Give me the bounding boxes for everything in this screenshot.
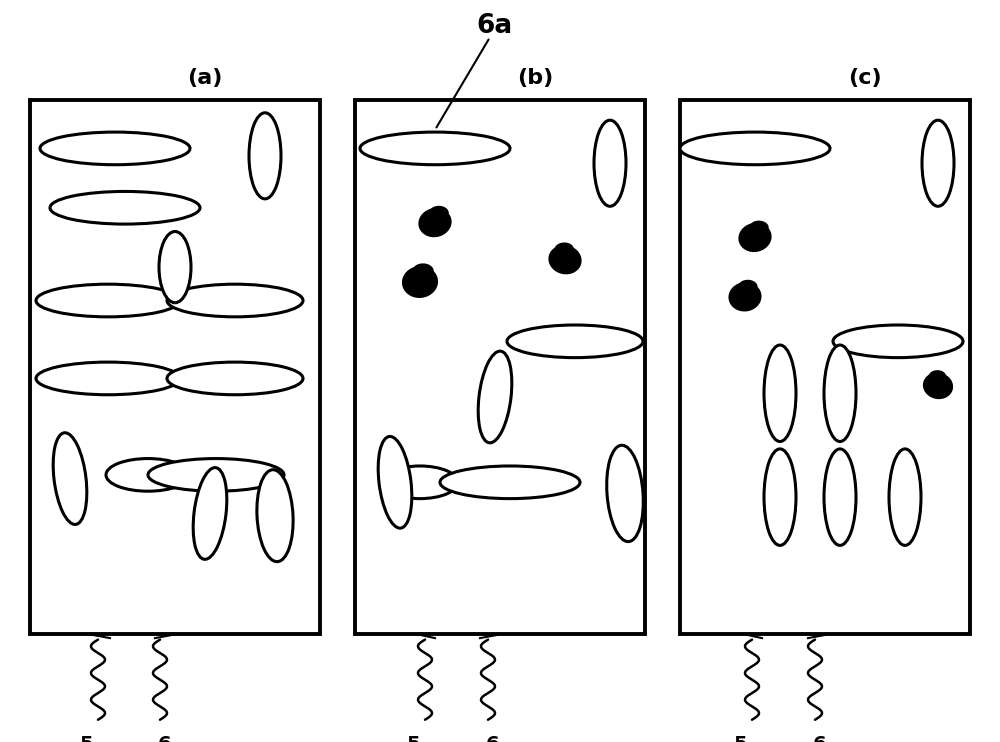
Polygon shape: [738, 280, 758, 293]
Ellipse shape: [36, 284, 180, 317]
Ellipse shape: [764, 345, 796, 441]
Text: 5: 5: [79, 735, 93, 742]
Ellipse shape: [148, 459, 284, 491]
Ellipse shape: [478, 351, 512, 443]
Ellipse shape: [167, 362, 303, 395]
Text: (c): (c): [848, 68, 882, 88]
Ellipse shape: [680, 132, 830, 165]
Text: 6: 6: [158, 735, 172, 742]
Text: 6: 6: [813, 735, 827, 742]
Ellipse shape: [106, 459, 190, 491]
Polygon shape: [738, 223, 772, 252]
Ellipse shape: [36, 362, 180, 395]
Polygon shape: [555, 243, 574, 256]
Bar: [30, 100, 320, 634]
Polygon shape: [413, 263, 434, 278]
Bar: [680, 100, 970, 634]
Polygon shape: [728, 282, 762, 312]
Ellipse shape: [159, 232, 191, 303]
Polygon shape: [923, 372, 953, 399]
Polygon shape: [429, 206, 449, 220]
Ellipse shape: [257, 470, 293, 562]
Ellipse shape: [594, 120, 626, 206]
Ellipse shape: [440, 466, 580, 499]
Ellipse shape: [360, 132, 510, 165]
Polygon shape: [749, 220, 769, 234]
Ellipse shape: [833, 325, 963, 358]
Text: (b): (b): [517, 68, 553, 88]
Ellipse shape: [40, 132, 190, 165]
Ellipse shape: [378, 436, 412, 528]
Ellipse shape: [193, 467, 227, 559]
Text: 5: 5: [733, 735, 747, 742]
Ellipse shape: [249, 113, 281, 199]
Ellipse shape: [382, 466, 458, 499]
Text: 5: 5: [406, 735, 420, 742]
Ellipse shape: [764, 449, 796, 545]
Ellipse shape: [889, 449, 921, 545]
Polygon shape: [402, 266, 438, 298]
Text: 6: 6: [486, 735, 500, 742]
Ellipse shape: [53, 433, 87, 525]
Ellipse shape: [824, 449, 856, 545]
Ellipse shape: [607, 445, 643, 542]
Polygon shape: [418, 208, 452, 237]
Ellipse shape: [167, 284, 303, 317]
Ellipse shape: [507, 325, 643, 358]
Text: (a): (a): [187, 68, 223, 88]
Polygon shape: [548, 245, 582, 275]
Ellipse shape: [922, 120, 954, 206]
Ellipse shape: [824, 345, 856, 441]
Ellipse shape: [50, 191, 200, 224]
Text: 6a: 6a: [477, 13, 513, 39]
Bar: [355, 100, 645, 634]
Polygon shape: [929, 370, 946, 382]
